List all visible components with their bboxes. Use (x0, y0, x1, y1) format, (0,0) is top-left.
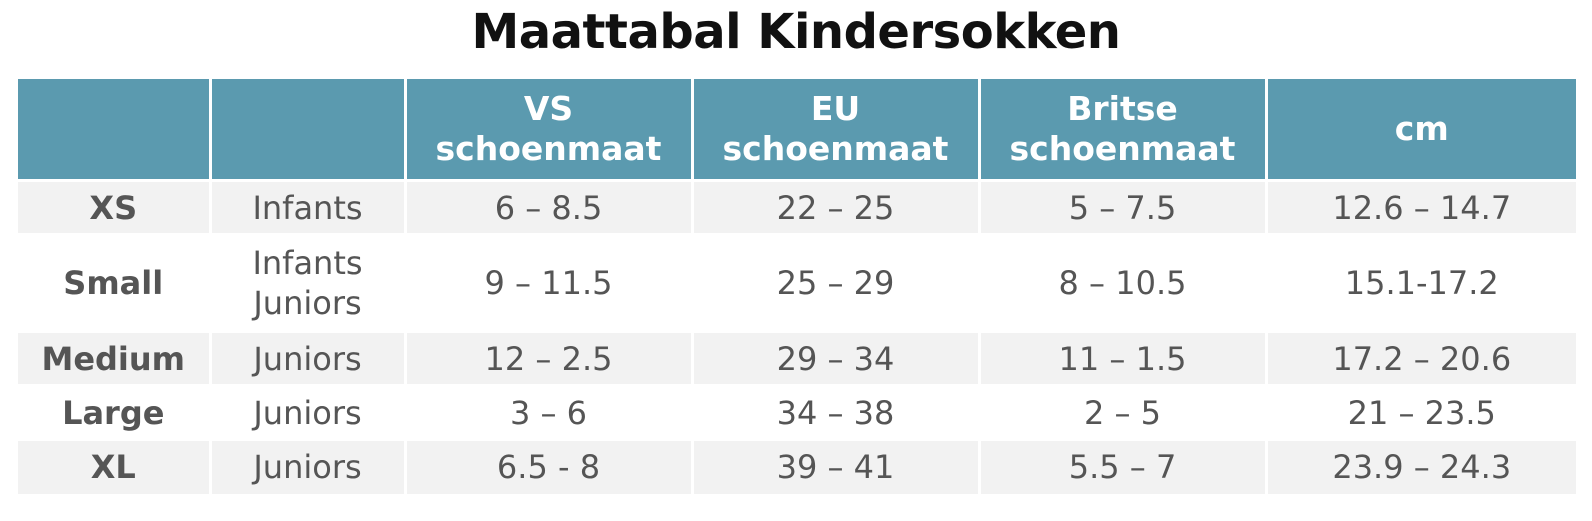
header-uk-size: Britse schoenmaat (977, 79, 1266, 181)
header-cm: cm (1264, 79, 1576, 181)
header-eu-line-2: schoenmaat (722, 129, 949, 168)
size-cell: XS (18, 179, 210, 235)
table-row: Small Infants Juniors 9 – 11.5 25 – 29 8… (18, 233, 1576, 332)
us-cell: 6 – 8.5 (403, 179, 692, 235)
uk-cell: 2 – 5 (977, 384, 1266, 440)
uk-cell: 11 – 1.5 (977, 330, 1266, 386)
age-cell: Juniors (208, 438, 405, 494)
table-header-row: VS schoenmaat EU schoenmaat Britse schoe… (18, 79, 1576, 181)
age-cell: Juniors (208, 384, 405, 440)
uk-cell: 8 – 10.5 (977, 233, 1266, 332)
cm-cell: 15.1-17.2 (1264, 233, 1576, 332)
age-line: Infants (252, 188, 363, 227)
age-cell: Juniors (208, 330, 405, 386)
size-cell: Large (18, 384, 210, 440)
header-uk-line-1: Britse (1067, 89, 1178, 128)
cm-cell: 12.6 – 14.7 (1264, 179, 1576, 235)
size-cell: XL (18, 438, 210, 494)
us-cell: 3 – 6 (403, 384, 692, 440)
eu-cell: 34 – 38 (690, 384, 979, 440)
age-line: Juniors (253, 393, 362, 432)
age-cell: Infants (208, 179, 405, 235)
age-line: Juniors (253, 284, 362, 322)
us-cell: 6.5 - 8 (403, 438, 692, 494)
size-cell: Small (18, 233, 210, 332)
header-us-line-2: schoenmaat (435, 129, 662, 168)
cm-cell: 23.9 – 24.3 (1264, 438, 1576, 494)
eu-cell: 22 – 25 (690, 179, 979, 235)
table-row: XS Infants 6 – 8.5 22 – 25 5 – 7.5 12.6 … (18, 179, 1576, 235)
page-title: Maattabal Kindersokken (471, 4, 1121, 60)
age-cell: Infants Juniors (208, 233, 405, 332)
size-cell: Medium (18, 330, 210, 386)
table-row: Large Juniors 3 – 6 34 – 38 2 – 5 21 – 2… (18, 384, 1576, 440)
cm-cell: 21 – 23.5 (1264, 384, 1576, 440)
uk-cell: 5.5 – 7 (977, 438, 1266, 494)
cm-cell: 17.2 – 20.6 (1264, 330, 1576, 386)
header-age (208, 79, 405, 181)
uk-cell: 5 – 7.5 (977, 179, 1266, 235)
header-us-line-1: VS (523, 89, 574, 128)
table-row: Medium Juniors 12 – 2.5 29 – 34 11 – 1.5… (18, 330, 1576, 386)
us-cell: 9 – 11.5 (403, 233, 692, 332)
header-us-size: VS schoenmaat (403, 79, 692, 181)
age-line: Infants (252, 244, 363, 282)
eu-cell: 39 – 41 (690, 438, 979, 494)
eu-cell: 29 – 34 (690, 330, 979, 386)
age-line: Juniors (253, 339, 362, 378)
header-size (18, 79, 210, 181)
size-chart-table: VS schoenmaat EU schoenmaat Britse schoe… (18, 79, 1576, 494)
eu-cell: 25 – 29 (690, 233, 979, 332)
header-eu-line-1: EU (810, 89, 861, 128)
us-cell: 12 – 2.5 (403, 330, 692, 386)
header-uk-line-2: schoenmaat (1009, 129, 1236, 168)
table-row: XL Juniors 6.5 - 8 39 – 41 5.5 – 7 23.9 … (18, 438, 1576, 494)
age-line: Juniors (253, 448, 362, 487)
header-eu-size: EU schoenmaat (690, 79, 979, 181)
